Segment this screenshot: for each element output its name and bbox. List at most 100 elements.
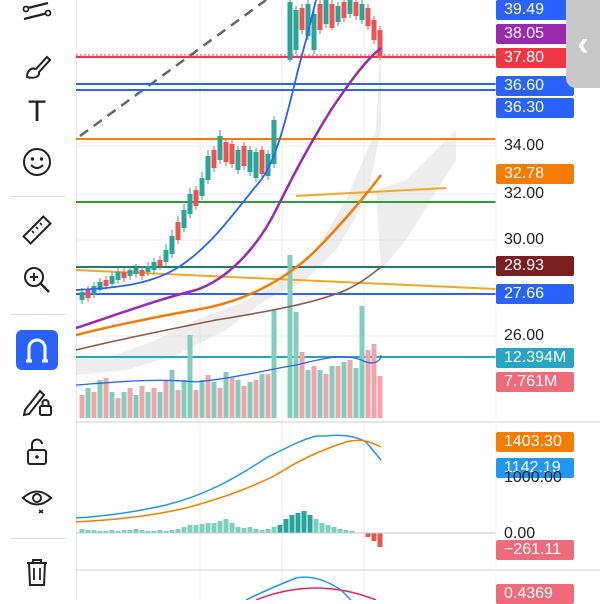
price-label[interactable]: 0.00 bbox=[504, 525, 536, 542]
macd-bar bbox=[241, 528, 247, 533]
macd-bar bbox=[133, 529, 139, 533]
brush-tool[interactable] bbox=[14, 46, 60, 86]
trend-line-icon bbox=[22, 1, 52, 21]
candle-body bbox=[79, 292, 85, 300]
volume-bar bbox=[359, 306, 365, 418]
price-label[interactable]: 36.60 bbox=[496, 76, 574, 96]
volume-bar bbox=[377, 376, 383, 418]
macd-bar bbox=[229, 523, 235, 533]
candle-body bbox=[115, 272, 121, 280]
price-label[interactable]: 12.394M bbox=[496, 348, 574, 368]
dashed-trend-line[interactable] bbox=[79, 0, 267, 138]
signal-line bbox=[76, 439, 382, 523]
delete-drawings-tool[interactable] bbox=[14, 552, 60, 592]
visibility-tool[interactable] bbox=[14, 480, 60, 520]
chevron-left-icon: ‹ bbox=[577, 24, 589, 63]
price-label[interactable]: 38.05 bbox=[496, 24, 574, 44]
macd-bar bbox=[319, 523, 325, 533]
macd-bar bbox=[259, 530, 265, 533]
price-label[interactable]: 30.00 bbox=[504, 231, 545, 248]
candlesticks bbox=[79, 0, 383, 304]
macd-bar bbox=[283, 519, 289, 533]
volume-bar bbox=[97, 380, 103, 418]
candle-body bbox=[353, 2, 359, 16]
price-label[interactable]: 32.00 bbox=[504, 185, 545, 202]
price-label[interactable]: 27.66 bbox=[496, 284, 574, 304]
volume-bar bbox=[103, 378, 109, 418]
macd-bar bbox=[343, 530, 349, 533]
volume-bar bbox=[169, 370, 175, 418]
volume-bar bbox=[229, 378, 235, 418]
candle-body bbox=[265, 154, 271, 176]
toolbar-divider bbox=[10, 196, 66, 197]
candle-body bbox=[127, 270, 133, 276]
price-label[interactable]: −261.11 bbox=[496, 540, 574, 560]
macd-bar bbox=[151, 531, 157, 533]
macd-bar bbox=[223, 519, 229, 533]
price-label[interactable]: 1000.00 bbox=[504, 469, 562, 486]
volume-bar bbox=[163, 380, 169, 418]
ruler-tool[interactable] bbox=[14, 210, 60, 250]
candle-body bbox=[247, 150, 253, 172]
price-label[interactable]: 1403.30 bbox=[496, 432, 574, 452]
magnet-tool[interactable] bbox=[16, 330, 58, 370]
candle-body bbox=[335, 6, 341, 22]
volume-bar bbox=[299, 352, 305, 418]
lock-drawing-tool[interactable] bbox=[14, 382, 60, 422]
zoom-in-tool[interactable] bbox=[14, 260, 60, 300]
macd-bar bbox=[377, 533, 383, 547]
candle-body bbox=[151, 262, 157, 270]
candle-body bbox=[287, 2, 293, 60]
orange-ray[interactable] bbox=[295, 187, 447, 197]
chart-area[interactable]: 39.49 38.05 37.80 36.60 36.30 34.00 32.78 32.00… bbox=[76, 0, 600, 604]
trend-line-tool[interactable] bbox=[14, 0, 60, 36]
volume-bar bbox=[217, 388, 223, 418]
volume-bar bbox=[341, 362, 347, 418]
oscillator-line-pink bbox=[255, 587, 377, 600]
price-label[interactable]: 34.00 bbox=[504, 137, 545, 154]
candle-body bbox=[377, 30, 383, 58]
volume-bar bbox=[241, 386, 247, 418]
candle-body bbox=[181, 210, 187, 228]
macd-bar bbox=[301, 511, 307, 533]
volume-bar bbox=[311, 366, 317, 418]
chart-canvas[interactable] bbox=[76, 0, 600, 600]
macd-bar bbox=[313, 519, 319, 533]
brush-icon bbox=[25, 55, 52, 79]
unlock-tool[interactable] bbox=[14, 432, 60, 472]
volume-bar bbox=[253, 380, 259, 418]
price-label[interactable]: 28.93 bbox=[496, 256, 574, 276]
volume-bar bbox=[305, 370, 311, 418]
macd-bar bbox=[365, 533, 371, 537]
price-label[interactable]: 1142.19 bbox=[496, 458, 574, 478]
macd-bar bbox=[271, 527, 277, 533]
candle-body bbox=[311, 14, 317, 50]
collapse-panel-button[interactable]: ‹ bbox=[566, 0, 600, 88]
price-label[interactable]: 39.49 bbox=[496, 0, 574, 20]
price-label[interactable]: 32.78 bbox=[496, 164, 574, 184]
price-label[interactable]: 36.30 bbox=[496, 98, 574, 118]
magnet-icon bbox=[26, 338, 48, 363]
ma-fast-line bbox=[76, 0, 317, 291]
hline-orange-sloped[interactable] bbox=[76, 269, 497, 290]
volume-bar bbox=[365, 350, 371, 418]
volume-bar bbox=[335, 366, 341, 418]
price-label[interactable]: 37.80 bbox=[496, 48, 574, 68]
text-icon: T bbox=[27, 95, 47, 128]
macd-line bbox=[76, 434, 382, 519]
macd-bar bbox=[175, 529, 181, 533]
price-label[interactable]: 7.761M bbox=[496, 372, 574, 392]
candle-body bbox=[199, 178, 205, 196]
emoji-icon bbox=[23, 148, 51, 176]
price-label[interactable]: 26.00 bbox=[504, 327, 545, 344]
candle-body bbox=[145, 266, 151, 272]
candle-body bbox=[211, 150, 217, 168]
macd-bar bbox=[145, 531, 151, 533]
text-tool[interactable]: T bbox=[14, 92, 60, 132]
emoji-tool[interactable] bbox=[14, 142, 60, 182]
candle-body bbox=[323, 0, 329, 24]
price-label[interactable]: 0.4369 bbox=[496, 584, 574, 604]
volume-bar bbox=[181, 380, 187, 418]
candle-body bbox=[175, 222, 181, 240]
candle-body bbox=[235, 150, 241, 170]
